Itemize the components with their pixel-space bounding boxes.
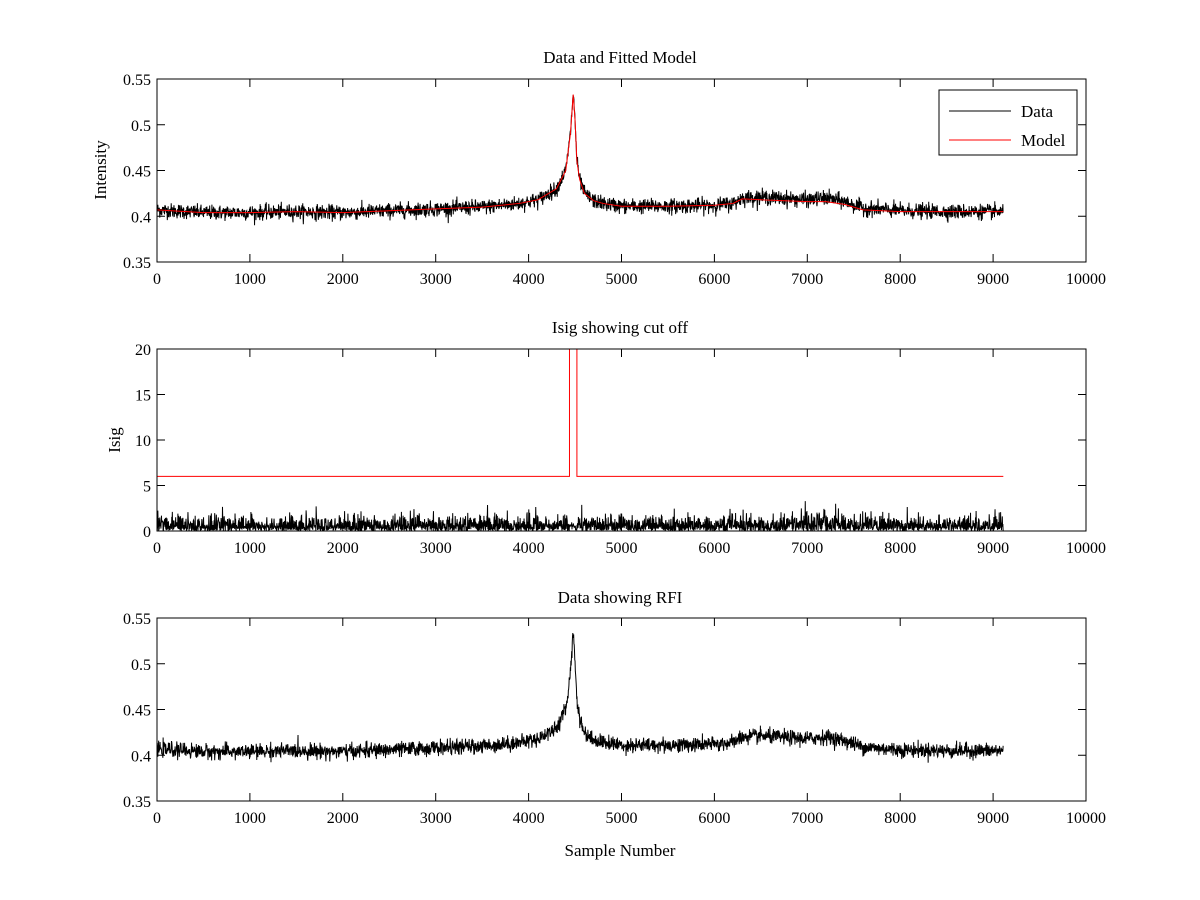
y-tick-label: 5: [143, 479, 151, 496]
x-tick-label: 4000: [513, 540, 545, 557]
legend-box: [938, 89, 1078, 156]
panel-isig-cut-off: Isig showing cut off Isig 0 1000 2000 3000 4…: [105, 318, 1106, 557]
y-tick-label: 15: [135, 388, 151, 405]
y-tick-label: 0: [143, 524, 151, 541]
panel-data-showing-rfi: Data showing RFI Sample Number 0 1000 2000…: [123, 588, 1106, 860]
y-tick-label: 0.35: [123, 794, 151, 811]
x-tick-label: 10000: [1066, 810, 1106, 827]
plot-area: 0 1000 2000 3000 4000 5000 6000 7000 8000 9000 100…: [135, 342, 1106, 557]
y-tick-label: 20: [135, 342, 151, 359]
series-line-data: [157, 632, 1004, 763]
series-line-model: [157, 94, 1004, 214]
x-tick-label: 6000: [698, 540, 730, 557]
y-tick-label: 0.55: [123, 72, 151, 89]
x-tick-label: 1000: [234, 271, 266, 288]
panel-data-and-model: Data and Fitted Model Intensity 0 1000 200…: [91, 48, 1106, 288]
x-tick-label: 9000: [977, 540, 1009, 557]
series-group: [157, 94, 1004, 226]
plot-area: 0 1000 2000 3000 4000 5000 6000 7000 8000 9000 100…: [123, 611, 1106, 827]
x-tick-label: 10000: [1066, 271, 1106, 288]
series-group: [157, 632, 1004, 763]
x-tick-label: 5000: [606, 810, 638, 827]
panel-title: Isig showing cut off: [552, 318, 688, 337]
legend: Data Model: [938, 89, 1078, 156]
legend-label-model: Model: [1021, 131, 1066, 150]
x-tick-label: 8000: [884, 540, 916, 557]
plot-area: 0 1000 2000 3000 4000 5000 6000 7000 8000 9000 100…: [123, 72, 1106, 288]
y-tick-label: 0.55: [123, 611, 151, 628]
y-tick-label: 0.35: [123, 255, 151, 272]
x-tick-label: 3000: [420, 271, 452, 288]
y-tick-label: 0.45: [123, 164, 151, 181]
y-axis-label: Intensity: [91, 140, 110, 200]
x-tick-label: 6000: [698, 810, 730, 827]
x-tick-label: 4000: [513, 810, 545, 827]
series-line-data: [157, 95, 1004, 226]
y-tick-label: 0.4: [131, 209, 151, 226]
x-tick-label: 3000: [420, 540, 452, 557]
y-tick-label: 0.5: [131, 657, 151, 674]
x-tick-label: 5000: [606, 271, 638, 288]
x-tick-label: 7000: [791, 810, 823, 827]
x-tick-label: 5000: [606, 540, 638, 557]
series-line-isig: [157, 501, 1004, 531]
x-tick-label: 8000: [884, 810, 916, 827]
y-tick-label: 10: [135, 433, 151, 450]
x-tick-label: 1000: [234, 810, 266, 827]
legend-label-data: Data: [1021, 102, 1054, 121]
x-tick-label: 3000: [420, 810, 452, 827]
panel-title: Data showing RFI: [558, 588, 683, 607]
y-tick-label: 0.5: [131, 118, 151, 135]
x-tick-label: 9000: [977, 810, 1009, 827]
x-tick-label: 7000: [791, 540, 823, 557]
x-tick-label: 1000: [234, 540, 266, 557]
y-tick-label: 0.45: [123, 703, 151, 720]
x-tick-label: 6000: [698, 271, 730, 288]
x-tick-label: 0: [153, 810, 161, 827]
x-tick-label: 9000: [977, 271, 1009, 288]
y-axis-label: Isig: [105, 427, 124, 453]
x-tick-label: 0: [153, 540, 161, 557]
series-group: [157, 349, 1004, 531]
x-tick-label: 2000: [327, 540, 359, 557]
series-line-cut-off: [157, 349, 1004, 477]
x-tick-label: 2000: [327, 271, 359, 288]
x-tick-label: 4000: [513, 271, 545, 288]
x-tick-label: 0: [153, 271, 161, 288]
x-tick-label: 7000: [791, 271, 823, 288]
x-tick-label: 2000: [327, 810, 359, 827]
x-axis-label: Sample Number: [565, 841, 676, 860]
x-tick-label: 10000: [1066, 540, 1106, 557]
panel-title: Data and Fitted Model: [543, 48, 697, 67]
x-tick-label: 8000: [884, 271, 916, 288]
y-tick-label: 0.4: [131, 748, 151, 765]
